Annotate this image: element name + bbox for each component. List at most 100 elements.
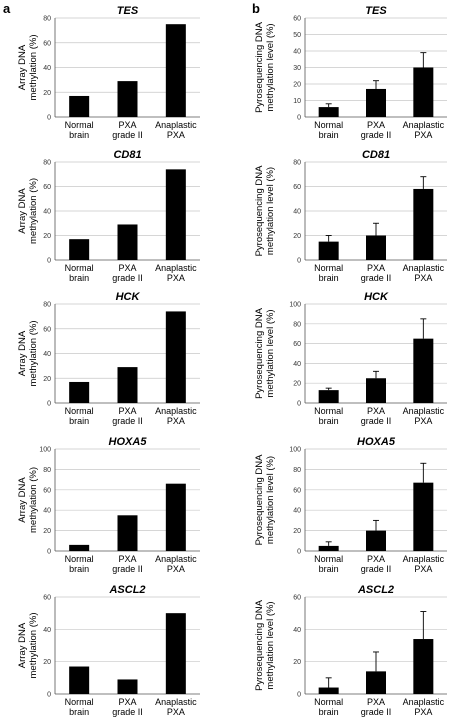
y-axis-label-line: methylation level (%) <box>265 601 276 689</box>
bar <box>69 239 90 260</box>
x-category-label-line: grade II <box>361 273 392 283</box>
y-axis-label-line: methylation (%) <box>28 178 39 244</box>
x-category-label: PXA grade II <box>112 554 143 574</box>
y-tick-label: 60 <box>293 16 301 23</box>
x-category-label-line: PXA <box>167 707 185 717</box>
x-category-label: Normal brain <box>65 554 94 574</box>
y-axis-label: Pyrosequencing DNAmethylation level (%) <box>254 454 276 545</box>
x-category-label-line: PXA <box>414 707 432 717</box>
x-category-label-line: brain <box>319 564 339 574</box>
x-category-label-line: brain <box>69 564 89 574</box>
x-category-label-line: grade II <box>112 273 143 283</box>
panel-letter-a: a <box>3 1 11 16</box>
y-axis-label: Array DNAmethylation (%) <box>17 178 39 244</box>
y-axis-label-line: Array DNA <box>17 188 28 234</box>
y-tick-label: 0 <box>47 549 51 556</box>
x-category-label: Normal brain <box>65 697 94 717</box>
x-category-label-line: Normal <box>314 697 343 707</box>
y-tick-label: 20 <box>293 528 301 535</box>
y-tick-label: 80 <box>43 160 51 167</box>
y-tick-label: 100 <box>289 447 301 454</box>
y-axis-label: Array DNAmethylation (%) <box>17 467 39 533</box>
y-tick-label: 60 <box>293 595 301 602</box>
y-tick-label: 0 <box>47 692 51 699</box>
y-tick-label: 0 <box>297 258 301 265</box>
x-category-label-line: Anaplastic <box>403 120 445 130</box>
bar <box>69 666 90 694</box>
bar <box>318 241 339 260</box>
y-tick-label: 20 <box>293 381 301 388</box>
y-axis-label-line: methylation (%) <box>28 467 39 533</box>
x-category-label-line: PXA <box>167 130 185 140</box>
y-axis-label: Pyrosequencing DNAmethylation level (%) <box>254 599 276 690</box>
y-tick-label: 60 <box>293 341 301 348</box>
x-category-label-line: Anaplastic <box>155 697 197 707</box>
chart-b-tes: TES Pyrosequencing DNAmethylation level (… <box>254 5 447 140</box>
x-category-label-line: Normal <box>65 263 94 273</box>
bar <box>165 483 186 551</box>
x-category-label: PXA grade II <box>112 697 143 717</box>
x-category-label: PXA grade II <box>361 554 392 574</box>
x-category-label: Normal brain <box>314 554 343 574</box>
y-tick-label: 40 <box>43 65 51 72</box>
x-category-label: Anaplastic PXA <box>155 697 197 717</box>
x-category-label: PXA grade II <box>361 120 392 140</box>
y-tick-label: 60 <box>293 184 301 191</box>
y-axis-label-line: Pyrosequencing DNA <box>254 307 265 398</box>
chart-a-hck: HCK Array DNAmethylation (%) 0 20 40 60 80 Norm… <box>17 291 200 426</box>
x-category-label-line: Normal <box>65 697 94 707</box>
y-tick-label: 20 <box>293 659 301 666</box>
bar <box>117 224 138 260</box>
y-tick-label: 20 <box>43 233 51 240</box>
bar <box>366 671 386 694</box>
bar <box>366 88 386 117</box>
x-category-label-line: Anaplastic <box>403 263 445 273</box>
y-axis-label-line: Array DNA <box>17 330 28 376</box>
chart-b-hoxa5: HOXA5 Pyrosequencing DNAmethylation level… <box>254 436 447 574</box>
x-category-label: Anaplastic PXA <box>403 554 445 574</box>
y-axis-label-line: Array DNA <box>17 622 28 668</box>
y-tick-label: 40 <box>43 209 51 216</box>
x-category-label-line: grade II <box>112 416 143 426</box>
x-category-label-line: brain <box>319 416 339 426</box>
chart-b-ascl2: ASCL2 Pyrosequencing DNAmethylation level… <box>254 584 447 717</box>
y-tick-label: 20 <box>43 376 51 383</box>
x-category-label-line: brain <box>69 416 89 426</box>
bar <box>413 67 434 117</box>
x-category-label-line: PXA <box>414 564 432 574</box>
x-category-label-line: brain <box>319 273 339 283</box>
y-axis-label-line: methylation (%) <box>28 613 39 679</box>
x-category-label-line: brain <box>69 273 89 283</box>
bar <box>165 24 186 117</box>
x-category-label: Normal brain <box>314 697 343 717</box>
x-category-label: Normal brain <box>65 120 94 140</box>
x-category-label: Normal brain <box>314 406 343 426</box>
y-axis-label: Pyrosequencing DNAmethylation level (%) <box>254 21 276 112</box>
bar <box>318 390 339 403</box>
x-category-label-line: PXA <box>118 406 136 416</box>
chart-a-hoxa5: HOXA5 Array DNAmethylation (%) 0 20 40 60 80 10… <box>17 436 200 574</box>
chart-a-tes: TES Array DNAmethylation (%) 0 20 40 60 80 Norm… <box>17 5 200 140</box>
y-tick-label: 40 <box>293 49 301 56</box>
chart-title: HOXA5 <box>109 436 148 448</box>
bar <box>366 378 386 403</box>
x-category-label: PXA grade II <box>112 263 143 283</box>
y-axis-label: Array DNAmethylation (%) <box>17 35 39 101</box>
y-tick-label: 60 <box>43 40 51 47</box>
y-tick-label: 20 <box>293 233 301 240</box>
x-category-label-line: PXA <box>367 120 385 130</box>
bar <box>318 107 339 117</box>
x-category-label-line: Normal <box>314 554 343 564</box>
x-category-label: Anaplastic PXA <box>155 120 197 140</box>
bar <box>117 515 138 551</box>
y-tick-label: 0 <box>47 258 51 265</box>
y-tick-label: 0 <box>297 549 301 556</box>
y-tick-label: 40 <box>293 361 301 368</box>
bar <box>165 311 186 403</box>
y-axis-label-line: methylation level (%) <box>265 309 276 397</box>
bar <box>413 338 434 403</box>
y-tick-label: 60 <box>293 487 301 494</box>
x-category-label-line: grade II <box>361 416 392 426</box>
bar <box>413 482 434 551</box>
